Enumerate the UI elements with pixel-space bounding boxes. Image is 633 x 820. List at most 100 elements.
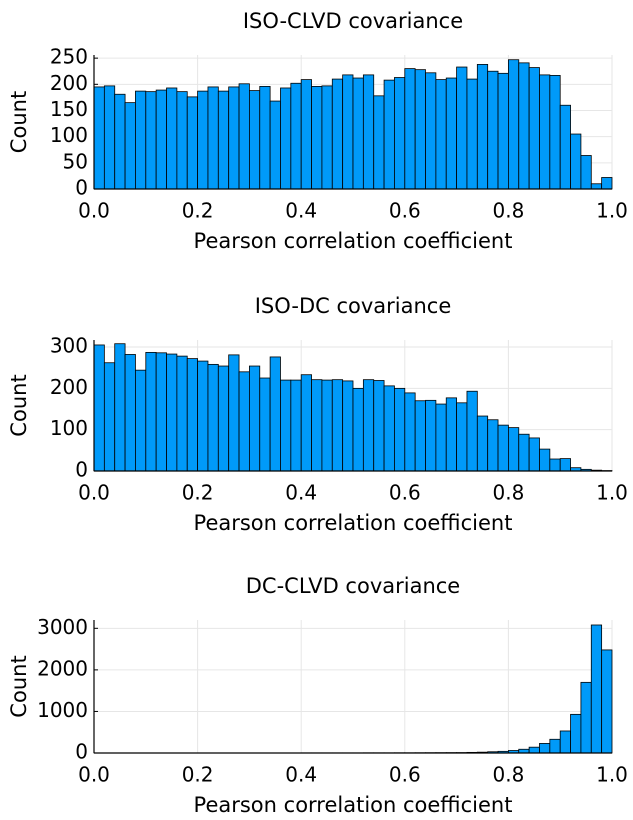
bar: [498, 73, 508, 189]
bar: [539, 75, 549, 189]
y-axis-label: Count: [7, 374, 31, 436]
y-tick-label: 200: [50, 71, 88, 95]
bar: [343, 75, 353, 189]
x-tick-label: 0.4: [285, 199, 317, 223]
bar: [560, 459, 570, 471]
bar: [581, 682, 591, 753]
bar: [156, 353, 166, 471]
bar: [125, 354, 135, 471]
bar: [571, 714, 581, 753]
bar: [446, 78, 456, 189]
bar: [270, 101, 280, 189]
bar: [332, 79, 342, 189]
bar: [446, 398, 456, 471]
bar: [312, 86, 322, 189]
bar: [508, 428, 518, 471]
x-tick-label: 0.2: [182, 199, 214, 223]
bar: [436, 404, 446, 471]
bar: [260, 86, 270, 189]
bar: [229, 87, 239, 189]
bar: [187, 97, 197, 189]
bar: [125, 103, 135, 189]
bar: [177, 356, 187, 471]
x-tick-label: 0.8: [492, 481, 524, 505]
bar: [519, 63, 529, 189]
bar: [115, 344, 125, 471]
bar: [519, 434, 529, 471]
bar: [135, 91, 145, 189]
bar: [301, 80, 311, 189]
bar: [249, 366, 259, 471]
bar: [602, 650, 612, 753]
bar: [198, 91, 208, 189]
x-tick-label: 0.0: [78, 481, 110, 505]
y-tick-label: 0: [75, 176, 88, 200]
bar: [539, 449, 549, 471]
bar: [218, 91, 228, 189]
bar: [529, 68, 539, 189]
x-tick-label: 1.0: [596, 763, 628, 787]
bar: [301, 375, 311, 471]
bar: [104, 363, 114, 471]
bar: [291, 83, 301, 189]
y-tick-label: 0: [75, 740, 88, 764]
bar: [415, 401, 425, 471]
bar: [167, 88, 177, 189]
bar: [602, 177, 612, 189]
bar: [167, 354, 177, 471]
y-tick-label: 200: [50, 375, 88, 399]
bar: [374, 96, 384, 189]
bar: [488, 420, 498, 471]
bar: [405, 69, 415, 189]
y-tick-label: 250: [50, 45, 88, 69]
x-tick-label: 0.8: [492, 763, 524, 787]
bar: [498, 425, 508, 471]
bar: [94, 345, 104, 471]
chart-title: ISO-DC covariance: [255, 294, 452, 318]
x-tick-label: 0.2: [182, 481, 214, 505]
bar: [229, 355, 239, 471]
bar: [560, 105, 570, 189]
x-tick-label: 0.6: [389, 199, 421, 223]
bar: [384, 386, 394, 471]
bar: [343, 381, 353, 471]
bar: [426, 73, 436, 189]
x-tick-label: 0.6: [389, 763, 421, 787]
bar: [457, 403, 467, 471]
bar: [529, 438, 539, 471]
x-tick-label: 0.8: [492, 199, 524, 223]
x-tick-label: 0.4: [285, 763, 317, 787]
y-tick-label: 1000: [37, 698, 88, 722]
chart-title: ISO-CLVD covariance: [243, 9, 463, 33]
y-tick-label: 100: [50, 416, 88, 440]
bar: [353, 78, 363, 189]
bar: [177, 92, 187, 189]
y-tick-label: 300: [50, 334, 88, 358]
bar: [239, 84, 249, 189]
y-axis-label: Count: [7, 655, 31, 717]
x-tick-label: 0.0: [78, 763, 110, 787]
bar: [312, 380, 322, 471]
bar: [260, 378, 270, 471]
y-axis-label: Count: [7, 91, 31, 153]
bar: [467, 391, 477, 471]
bar: [488, 71, 498, 189]
x-axis-label: Pearson correlation coefficient: [194, 511, 513, 535]
bar: [146, 352, 156, 471]
bar: [550, 739, 560, 753]
y-tick-label: 50: [63, 149, 88, 173]
bar: [280, 88, 290, 189]
bar: [457, 67, 467, 189]
bar: [353, 388, 363, 471]
y-tick-label: 2000: [37, 656, 88, 680]
bar: [249, 91, 259, 189]
chart-title: DC-CLVD covariance: [246, 574, 460, 598]
bar: [208, 87, 218, 189]
bar: [508, 60, 518, 189]
x-tick-label: 0.2: [182, 763, 214, 787]
bar: [529, 747, 539, 753]
bar: [156, 90, 166, 189]
bar: [198, 361, 208, 471]
bar: [291, 380, 301, 471]
